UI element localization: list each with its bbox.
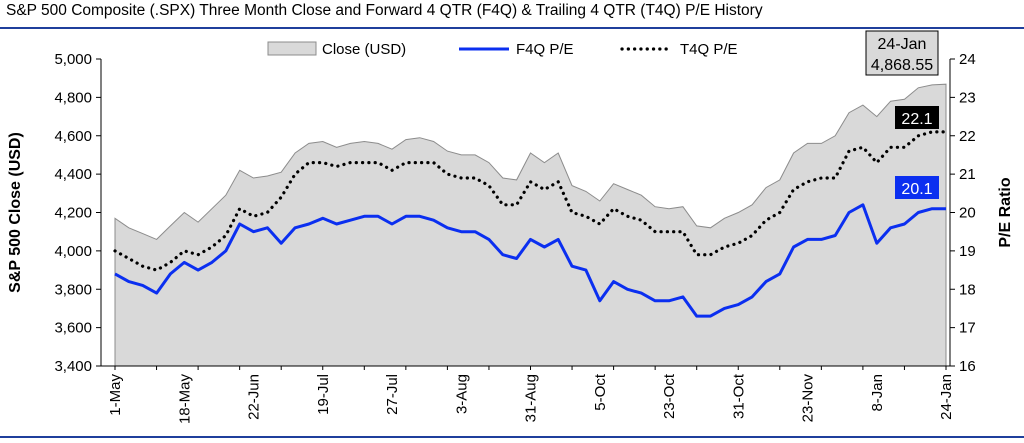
left-tick-label: 4,200 [54,205,92,222]
bottom-rule [0,436,1024,438]
x-tick-label: 23-Nov [800,374,817,423]
legend-label-close: Close (USD) [322,41,406,58]
left-tick-label: 4,400 [54,166,92,183]
title-underline [0,27,1024,29]
close-area [114,83,947,367]
t4q-callout-label: 22.1 [901,111,932,128]
right-tick-label: 21 [959,166,976,183]
x-tick-label: 19-Jul [315,374,332,415]
x-tick-label: 24-Jan [938,374,955,420]
left-tick-label: 3,600 [54,320,92,337]
left-tick-label: 4,000 [54,243,92,260]
right-tick-label: 17 [959,320,976,337]
legend-swatch-close [267,41,317,56]
last-date-label: 24-Jan [878,36,927,53]
x-tick-label: 31-Aug [523,374,540,422]
x-tick-label: 8-Jan [869,374,886,412]
right-tick-label: 24 [959,51,976,68]
x-tick-label: 5-Oct [592,373,609,411]
left-axis-title: S&P 500 Close (USD) [7,132,24,293]
left-tick-label: 3,800 [54,281,92,298]
pe-lines-layer [113,130,948,318]
left-tick-label: 3,400 [54,358,92,375]
axis-labels: S&P 500 Close (USD) P/E Ratio [7,132,1014,293]
chart-title: S&P 500 Composite (.SPX) Three Month Clo… [6,2,763,19]
right-tick-label: 20 [959,205,976,222]
f4q-callout-label: 20.1 [901,181,932,198]
legend-label-f4q: F4Q P/E [516,41,574,58]
legend: Close (USD) F4Q P/E T4Q P/E [267,41,738,58]
right-tick-label: 16 [959,358,976,375]
last-value-box [865,30,939,76]
axes-layer: 3,400 3,600 3,800 4,000 4,200 4,400 4,600 4,800… [54,51,975,424]
right-tick-label: 19 [959,243,976,260]
x-tick-label: 22-Jun [246,374,263,420]
right-tick-label: 23 [959,89,976,106]
f4q-callout-box [895,176,939,199]
t4q-callout-box [895,106,939,129]
x-tick-label: 27-Jul [384,374,401,415]
legend-label-t4q: T4Q P/E [680,41,738,58]
f4q-line [114,203,946,318]
close-area-layer [114,83,947,367]
x-tick-label: 3-Aug [453,374,470,414]
x-tick-label: 18-May [176,374,193,425]
x-tick-label: 31-Oct [730,373,747,419]
right-axis-title: P/E Ratio [997,177,1014,247]
callouts: 24-Jan 4,868.55 22.1 20.1 [865,30,939,199]
last-close-label: 4,868.55 [871,57,933,74]
right-tick-label: 22 [959,128,976,145]
x-tick-label: 1-May [107,374,124,416]
left-tick-label: 4,600 [54,128,92,145]
t4q-line [113,130,948,272]
right-tick-label: 18 [959,281,976,298]
left-tick-label: 5,000 [54,51,92,68]
x-tick-label: 23-Oct [661,373,678,419]
left-tick-label: 4,800 [54,89,92,106]
